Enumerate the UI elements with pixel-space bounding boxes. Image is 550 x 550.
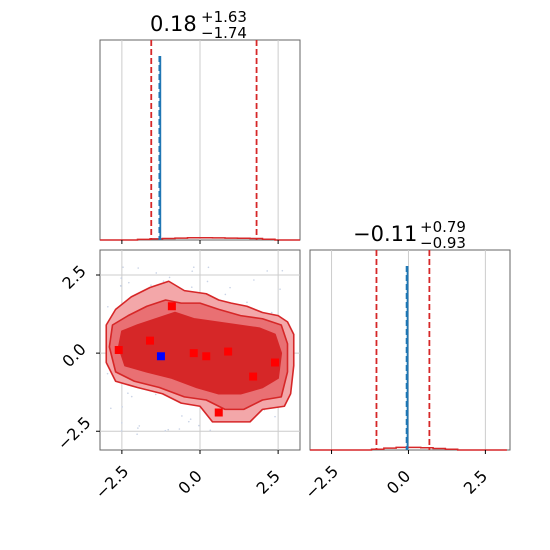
sample-dot xyxy=(110,407,112,410)
sample-dot xyxy=(127,392,129,395)
y-tick-label: 2.5 xyxy=(58,261,89,292)
marker-point xyxy=(156,352,165,361)
sample-dot xyxy=(120,277,122,279)
marker-point xyxy=(249,372,258,381)
marker-point xyxy=(167,302,176,311)
sample-dot xyxy=(207,266,210,269)
sample-dot xyxy=(229,286,231,289)
marker-point xyxy=(202,352,211,361)
sample-dot xyxy=(162,280,165,283)
sample-dot xyxy=(274,415,276,418)
sample-dot xyxy=(168,276,171,279)
sample-dot xyxy=(121,406,123,408)
x-tick-label: −2.5 xyxy=(301,462,342,503)
marker-point xyxy=(214,408,223,417)
sample-dot xyxy=(154,393,157,396)
sample-dot xyxy=(189,418,192,420)
histogram xyxy=(310,446,507,451)
marker-point xyxy=(114,346,123,354)
sample-dot xyxy=(150,284,152,286)
x-tick-label: 0.0 xyxy=(383,466,414,497)
sample-dot xyxy=(281,269,284,272)
sample-dot xyxy=(155,272,158,274)
x-tick-label: 2.5 xyxy=(460,466,491,497)
histogram xyxy=(100,236,300,241)
x-tick-label: −2.5 xyxy=(92,462,133,503)
sample-dot xyxy=(136,433,138,436)
sample-dot xyxy=(191,270,194,272)
sample-dot xyxy=(106,372,109,375)
panel-frame xyxy=(309,249,511,451)
sample-dot xyxy=(198,424,200,427)
sample-dot xyxy=(120,422,123,424)
sample-dot xyxy=(266,270,268,272)
sample-dot xyxy=(107,305,109,308)
title-upper: +1.63 xyxy=(201,8,247,26)
sample-dot xyxy=(167,428,170,431)
contour-inner xyxy=(117,311,283,395)
sample-dot xyxy=(246,301,248,304)
title-upper: +0.79 xyxy=(420,218,466,236)
marker-point xyxy=(189,349,198,358)
title-median: 0.18 xyxy=(150,12,197,36)
sample-dot xyxy=(181,415,183,417)
sample-dot xyxy=(209,429,212,432)
joint-panel: −2.5 0.0 2.5 −2.5 0.0 2.5 xyxy=(54,249,301,503)
x-tick-label: 0.0 xyxy=(174,466,205,497)
title-lower: −1.74 xyxy=(201,24,247,42)
marker-point xyxy=(271,358,279,367)
title-lower: −0.93 xyxy=(420,234,466,252)
sample-dot xyxy=(137,427,139,429)
sample-dot xyxy=(130,395,133,398)
title-median: −0.11 xyxy=(353,222,417,246)
sample-dot xyxy=(119,284,122,287)
sample-dot xyxy=(190,286,193,288)
sample-dot xyxy=(187,420,190,423)
sample-dot xyxy=(253,279,255,281)
sample-dot xyxy=(270,311,273,314)
sample-dot xyxy=(192,266,195,269)
x-tick-label: 2.5 xyxy=(253,466,284,497)
y-tick-label: −2.5 xyxy=(54,413,95,454)
sample-dot xyxy=(164,429,167,432)
sample-dot xyxy=(178,428,181,430)
marker-point xyxy=(146,336,154,345)
sample-dot xyxy=(128,281,130,284)
sample-dot xyxy=(206,280,209,283)
sample-dot xyxy=(137,267,139,269)
sample-dot xyxy=(138,425,141,427)
sample-dot xyxy=(224,293,227,296)
sample-dot xyxy=(279,288,281,290)
y-tick-label: 0.0 xyxy=(58,340,89,371)
marginal-panel-y: −2.5 0.0 2.5 −0.11 +0.79 −0.93 xyxy=(301,218,511,503)
marginal-panel-x: 0.18 +1.63 −1.74 xyxy=(99,8,301,244)
sample-dot xyxy=(122,266,124,269)
marker-point xyxy=(224,347,233,356)
sample-dot xyxy=(120,430,123,432)
